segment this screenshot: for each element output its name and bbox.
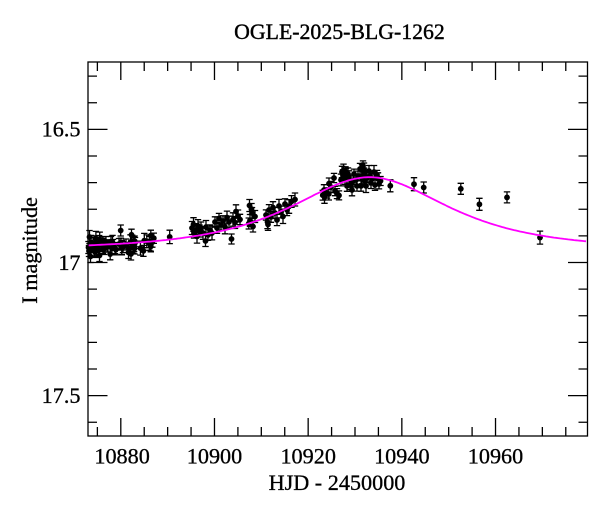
- svg-text:17.5: 17.5: [42, 383, 81, 408]
- svg-text:10960: 10960: [468, 444, 523, 469]
- svg-text:10900: 10900: [187, 444, 242, 469]
- svg-text:HJD - 2450000: HJD - 2450000: [269, 470, 406, 495]
- svg-text:I magnitude: I magnitude: [17, 197, 42, 304]
- svg-text:10880: 10880: [94, 444, 149, 469]
- svg-text:10940: 10940: [374, 444, 429, 469]
- svg-text:10920: 10920: [280, 444, 335, 469]
- svg-text:16.5: 16.5: [42, 117, 81, 142]
- svg-text:17: 17: [58, 250, 80, 275]
- svg-text:OGLE-2025-BLG-1262: OGLE-2025-BLG-1262: [234, 20, 445, 44]
